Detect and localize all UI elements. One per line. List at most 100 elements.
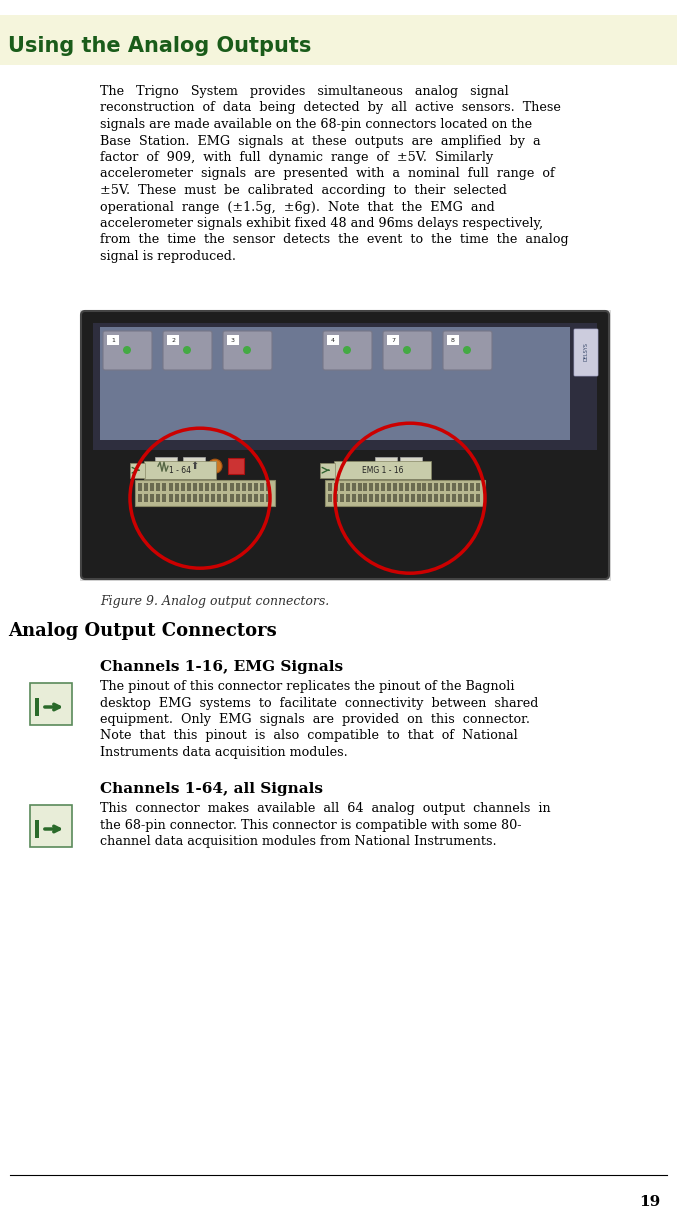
Bar	[80, 310, 610, 581]
Bar	[434, 484, 438, 491]
Text: Channels 1-16, EMG Signals: Channels 1-16, EMG Signals	[100, 661, 343, 674]
Text: The   Trigno   System   provides   simultaneous   analog   signal: The Trigno System provides simultaneous …	[100, 85, 508, 98]
FancyBboxPatch shape	[323, 331, 372, 370]
Bar	[144, 494, 148, 502]
Text: 4: 4	[331, 337, 335, 343]
FancyBboxPatch shape	[574, 328, 598, 376]
Bar	[416, 484, 420, 491]
Text: Base  Station.  EMG  signals  at  these  outputs  are  amplified  by  a: Base Station. EMG signals at these outpu…	[100, 135, 541, 148]
Polygon shape	[93, 324, 597, 450]
Bar	[228, 458, 244, 474]
Bar	[399, 484, 403, 491]
Text: channel data acquisition modules from National Instruments.: channel data acquisition modules from Na…	[100, 835, 497, 848]
Bar	[458, 494, 462, 502]
Bar	[416, 494, 420, 502]
Text: signals are made available on the 68-pin connectors located on the: signals are made available on the 68-pin…	[100, 118, 532, 131]
Text: 3: 3	[231, 337, 235, 343]
Text: 1 - 64: 1 - 64	[169, 465, 191, 475]
Bar	[434, 494, 438, 502]
Text: The pinout of this connector replicates the pinout of the Bagnoli: The pinout of this connector replicates …	[100, 680, 515, 693]
Text: 19: 19	[639, 1195, 660, 1210]
Bar	[260, 494, 264, 502]
Bar	[375, 457, 397, 475]
Bar	[236, 494, 240, 502]
Bar	[475, 494, 479, 502]
Bar	[475, 484, 479, 491]
Text: Analog Output Connectors: Analog Output Connectors	[8, 622, 277, 640]
Text: ±5V.  These  must  be  calibrated  according  to  their  selected: ±5V. These must be calibrated according …	[100, 184, 507, 198]
Bar	[364, 484, 368, 491]
Bar	[351, 494, 355, 502]
Bar	[266, 484, 270, 491]
Bar	[452, 494, 456, 502]
Bar	[169, 494, 173, 502]
Bar	[193, 494, 197, 502]
Bar	[223, 484, 227, 491]
Bar	[181, 484, 185, 491]
Text: reconstruction  of  data  being  detected  by  all  active  sensors.  These: reconstruction of data being detected by…	[100, 102, 561, 114]
Bar	[30, 684, 72, 725]
Polygon shape	[100, 327, 570, 440]
Bar	[183, 457, 205, 475]
Circle shape	[208, 459, 222, 473]
Bar	[393, 484, 397, 491]
Text: desktop  EMG  systems  to  facilitate  connectivity  between  shared: desktop EMG systems to facilitate connec…	[100, 697, 538, 709]
Circle shape	[183, 345, 191, 354]
Text: 7: 7	[391, 337, 395, 343]
Bar	[248, 484, 252, 491]
Text: from  the  time  the  sensor  detects  the  event  to  the  time  the  analog: from the time the sensor detects the eve…	[100, 234, 569, 246]
Bar	[35, 698, 39, 716]
Bar	[205, 484, 209, 491]
Text: EMG 1 - 16: EMG 1 - 16	[362, 465, 403, 475]
Circle shape	[123, 345, 131, 354]
Bar	[107, 335, 119, 345]
Bar	[211, 484, 215, 491]
Text: accelerometer  signals  are  presented  with  a  nominal  full  range  of: accelerometer signals are presented with…	[100, 167, 554, 181]
Bar	[30, 805, 72, 847]
FancyBboxPatch shape	[81, 311, 609, 579]
Bar	[470, 484, 474, 491]
FancyBboxPatch shape	[443, 331, 492, 370]
Bar	[156, 484, 160, 491]
Bar	[440, 484, 444, 491]
Bar	[248, 494, 252, 502]
Bar	[266, 494, 270, 502]
Bar	[155, 457, 177, 475]
Bar	[400, 457, 422, 475]
Text: factor  of  909,  with  full  dynamic  range  of  ±5V.  Similarly: factor of 909, with full dynamic range o…	[100, 152, 494, 164]
Bar	[156, 494, 160, 502]
Bar	[346, 484, 350, 491]
Bar	[144, 484, 148, 491]
Bar	[230, 484, 234, 491]
Bar	[162, 484, 167, 491]
Bar	[369, 484, 373, 491]
Bar	[254, 494, 258, 502]
Text: DELSYS: DELSYS	[584, 343, 588, 361]
Bar	[375, 484, 379, 491]
Text: Note  that  this  pinout  is  also  compatible  to  that  of  National: Note that this pinout is also compatible…	[100, 730, 518, 743]
Bar	[446, 484, 450, 491]
Bar	[375, 494, 379, 502]
Bar	[35, 819, 39, 839]
Bar	[334, 484, 338, 491]
Text: Using the Analog Outputs: Using the Analog Outputs	[8, 36, 311, 56]
Bar	[464, 494, 468, 502]
Circle shape	[403, 345, 411, 354]
Bar	[181, 494, 185, 502]
Bar	[346, 494, 350, 502]
FancyBboxPatch shape	[383, 331, 432, 370]
Text: 1: 1	[111, 337, 115, 343]
Text: ⬆: ⬆	[190, 462, 198, 471]
Bar	[211, 494, 215, 502]
Bar	[464, 484, 468, 491]
Bar	[364, 494, 368, 502]
Bar	[138, 484, 142, 491]
Bar	[405, 484, 409, 491]
Circle shape	[343, 345, 351, 354]
Bar	[429, 494, 433, 502]
Text: accelerometer signals exhibit fixed 48 and 96ms delays respectively,: accelerometer signals exhibit fixed 48 a…	[100, 217, 543, 230]
Bar	[150, 484, 154, 491]
Bar	[399, 494, 403, 502]
Bar	[175, 484, 179, 491]
Text: equipment.  Only  EMG  signals  are  provided  on  this  connector.: equipment. Only EMG signals are provided…	[100, 713, 530, 726]
